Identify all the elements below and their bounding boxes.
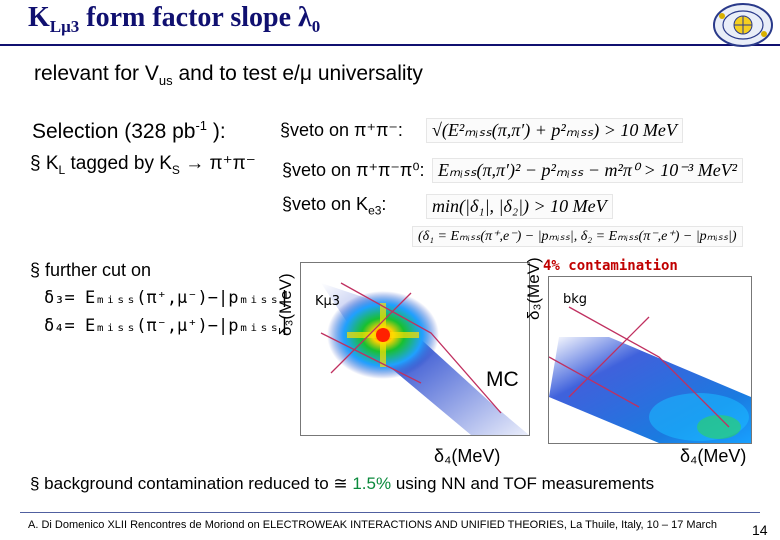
background-contamination-line: § background contamination reduced to ≅ … [30,474,655,493]
veto-pipipi0: §veto on π⁺π⁻π⁰: [282,160,425,180]
kloe-logo [712,2,774,48]
veto-ke3: §veto on Ke3: [282,194,387,218]
contamination-value: 1.5% [352,474,392,493]
page-number: 14 [752,522,768,538]
cut-heading: § further cut on [30,260,152,280]
footer-divider [20,512,760,513]
kl-tag-bullet: § KL tagged by KS → π⁺π⁻ [30,153,256,177]
formula-veto-pipi: √(E²ₘᵢₛₛ(π,π′) + p²ₘᵢₛₛ) > 10 MeV [426,118,683,143]
mc-label: MC [486,368,519,391]
selection-heading: Selection (328 pb-1 ): [32,118,226,143]
left-plot-label: Kμ3 [315,294,340,309]
contamination-label: 4% contamination [543,258,678,274]
veto-pipi: §veto on π⁺π⁻: [280,120,403,140]
slide-title: KLμ3 form factor slope λ0 [28,2,321,36]
title-sub: Lμ3 [49,17,80,36]
subtitle: relevant for Vus and to test e/μ univers… [34,62,423,89]
title-k: K [28,2,50,33]
right-scatter-plot: bkg [548,276,752,444]
title-divider [0,44,780,46]
formula-delta-defs: (δ₁ = Eₘᵢₛₛ(π⁺,e⁻) − |pₘᵢₛₛ|, δ₂ = Eₘᵢₛₛ… [412,226,743,247]
delta3-definition: δ₃= Eₘᵢₛₛ(π⁺,μ⁻)−|pₘᵢₛₛ| [44,288,290,308]
title-rest: form factor slope λ [79,2,312,33]
formula-veto-pipipi0: Eₘᵢₛₛ(π,π′)² − p²ₘᵢₛₛ − m²π⁰ > 10⁻³ MeV² [432,158,744,183]
footer-citation: A. Di Domenico XLII Rencontres de Morion… [28,519,718,531]
right-plot-ylabel: δ₃(MeV) [524,257,543,320]
right-plot-label: bkg [563,292,587,307]
left-scatter-plot: Kμ3 [300,262,530,436]
left-plot-xlabel: δ₄(MeV) [434,446,501,466]
formula-veto-ke3: min(|δ₁|, |δ₂|) > 10 MeV [426,194,613,219]
delta4-definition: δ₄= Eₘᵢₛₛ(π⁻,μ⁺)−|pₘᵢₛₛ| [44,316,290,336]
left-plot-ylabel: δ₃(MeV) [276,273,295,336]
title-zero: 0 [311,17,321,36]
further-cut-block: § further cut on δ₃= Eₘᵢₛₛ(π⁺,μ⁻)−|pₘᵢₛₛ… [30,256,290,340]
right-plot-xlabel: δ₄(MeV) [680,446,747,466]
